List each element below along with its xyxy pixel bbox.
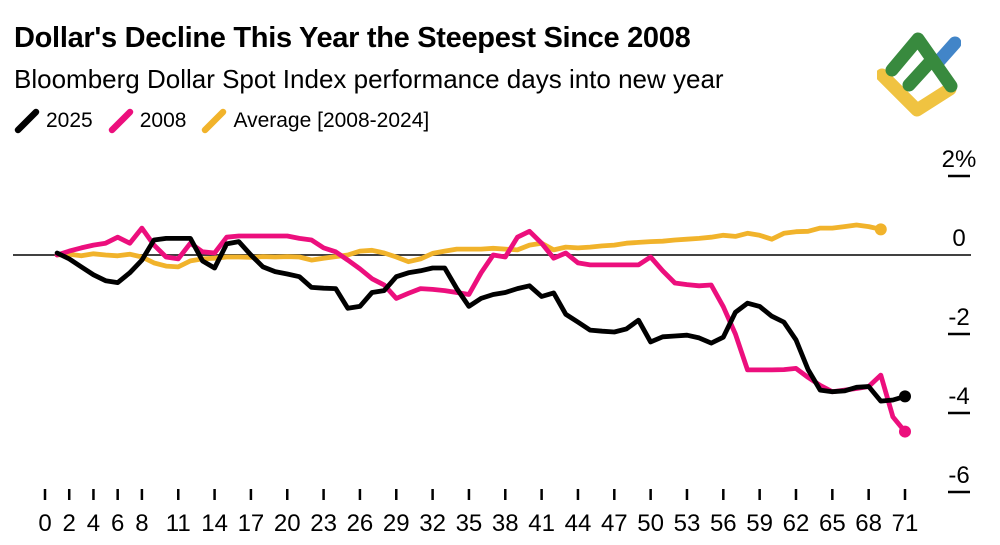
x-axis-label: 68: [855, 510, 882, 537]
legend-item-average: Average [2008-2024]: [201, 108, 429, 134]
series-end-dot-2025: [899, 390, 911, 403]
x-axis-label: 11: [166, 510, 191, 537]
x-axis-label: 23: [310, 510, 337, 537]
x-axis-label: 59: [746, 510, 773, 537]
x-axis-label: 44: [565, 510, 592, 537]
x-axis-label: 35: [456, 510, 483, 537]
legend-label-2025: 2025: [46, 109, 93, 132]
x-axis-label: 71: [892, 510, 919, 537]
line-swatch-2025-icon: [14, 108, 40, 134]
x-axis-label: 6: [111, 510, 124, 537]
x-axis-label: 0: [38, 510, 51, 537]
x-axis-label: 8: [135, 510, 148, 537]
x-axis-label: 56: [710, 510, 737, 537]
series-end-dot-average: [874, 223, 887, 236]
logo-blue-stroke: [932, 36, 961, 68]
line-swatch-2008-icon: [108, 108, 133, 134]
x-axis-label: 29: [383, 510, 410, 537]
x-axis-label: 26: [347, 510, 374, 537]
series-line-average: [54, 222, 884, 270]
series-end-dot-2008: [899, 425, 911, 438]
series-line-2025: [54, 235, 908, 404]
y-axis-label: -4: [948, 383, 969, 410]
y-axis-label: -6: [948, 462, 969, 489]
x-axis-label: 14: [201, 510, 228, 537]
x-axis-label: 20: [274, 510, 301, 537]
page-title: Dollar's Decline This Year the Steepest …: [14, 22, 691, 54]
x-axis-label: 41: [528, 510, 555, 537]
legend: 2025 2008 Average [2008-2024]: [14, 108, 429, 134]
y-axis-label: -2: [948, 304, 969, 331]
legend-label-2008: 2008: [139, 109, 187, 132]
x-axis-label: 65: [819, 510, 846, 537]
logo-green-peak: [885, 32, 958, 93]
x-axis-label: 50: [637, 510, 664, 537]
x-axis-label: 17: [238, 510, 265, 537]
line-swatch-average-icon: [202, 108, 227, 134]
x-axis-label: 2: [63, 510, 76, 537]
x-axis-label: 32: [419, 510, 446, 537]
legend-item-2008: 2008: [108, 108, 187, 134]
legend-item-2025: 2025: [14, 108, 93, 134]
y-axis-label: 0: [952, 225, 965, 252]
x-axis-label: 38: [492, 510, 519, 537]
x-axis-label: 47: [601, 510, 628, 537]
x-axis-label: 4: [87, 510, 100, 537]
logo-yellow-check: [877, 68, 957, 117]
page-subtitle: Bloomberg Dollar Spot Index performance …: [14, 64, 724, 94]
x-axis-label: 53: [674, 510, 701, 537]
litefinance-logo: [877, 32, 961, 117]
x-axis-label: 62: [783, 510, 810, 537]
logo-green-inner-stroke: [902, 55, 937, 92]
legend-label-average: Average [2008-2024]: [233, 109, 430, 132]
series-line-2008: [54, 225, 908, 435]
y-axis-label: 2%: [942, 146, 977, 173]
